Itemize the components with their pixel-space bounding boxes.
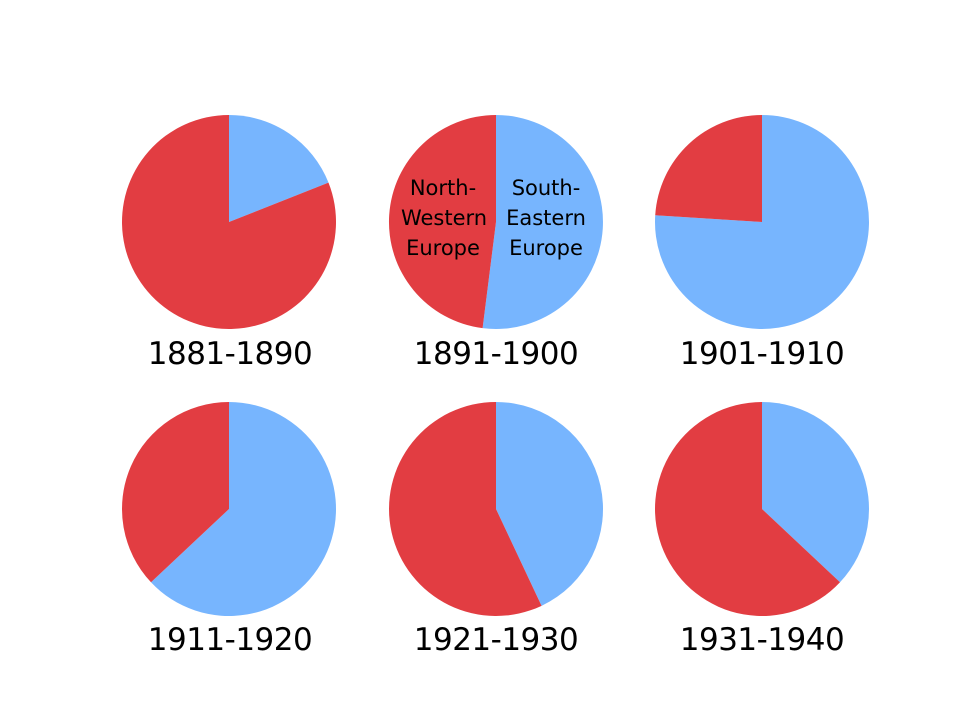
pie-1911-1920 <box>121 402 336 617</box>
pie-title-1931-1940: 1931-1940 <box>680 622 844 658</box>
pie-slice-south-eastern-europe <box>762 402 870 583</box>
pie-title-1901-1910: 1901-1910 <box>680 336 844 372</box>
pie-slice-north-western-europe <box>122 115 337 329</box>
pie-title-1881-1890: 1881-1890 <box>148 336 312 372</box>
pie-slice-north-western-europe <box>655 115 762 222</box>
pie-1921-1930 <box>389 401 604 617</box>
slice-label-line: South- <box>512 176 581 200</box>
pie-slice-south-eastern-europe <box>654 115 869 329</box>
pie-title-1921-1930: 1921-1930 <box>414 622 578 658</box>
slice-label-line: Western <box>401 206 487 230</box>
slice-label-line: Europe <box>406 236 480 260</box>
pie-slice-south-eastern-europe <box>482 115 603 330</box>
labels-layer: 1881-1890 1891-1900 1901-1910 1911-1920 … <box>148 176 845 658</box>
pie-slice-south-eastern-europe <box>496 401 604 606</box>
slice-label-north-western-europe: North- Western Europe <box>401 176 487 260</box>
pie-slice-south-eastern-europe <box>151 402 336 617</box>
pie-1881-1890 <box>122 115 337 329</box>
pie-slice-north-western-europe <box>121 402 229 583</box>
pie-title-1891-1900: 1891-1900 <box>414 336 578 372</box>
pie-slice-north-western-europe <box>389 402 542 617</box>
pie-slice-north-western-europe <box>388 115 496 329</box>
pie-slice-south-eastern-europe <box>229 115 329 222</box>
slice-label-line: Eastern <box>506 206 586 230</box>
pie-slice-north-western-europe <box>655 402 840 617</box>
slice-label-south-eastern-europe: South- Eastern Europe <box>506 176 586 260</box>
pie-1931-1940 <box>655 402 870 617</box>
slice-label-line: North- <box>410 176 476 200</box>
pie-title-1911-1920: 1911-1920 <box>148 622 312 658</box>
slice-label-line: Europe <box>509 236 583 260</box>
pie-1891-1900 <box>388 115 603 330</box>
pies-layer <box>121 115 870 617</box>
pie-1901-1910 <box>654 115 869 329</box>
